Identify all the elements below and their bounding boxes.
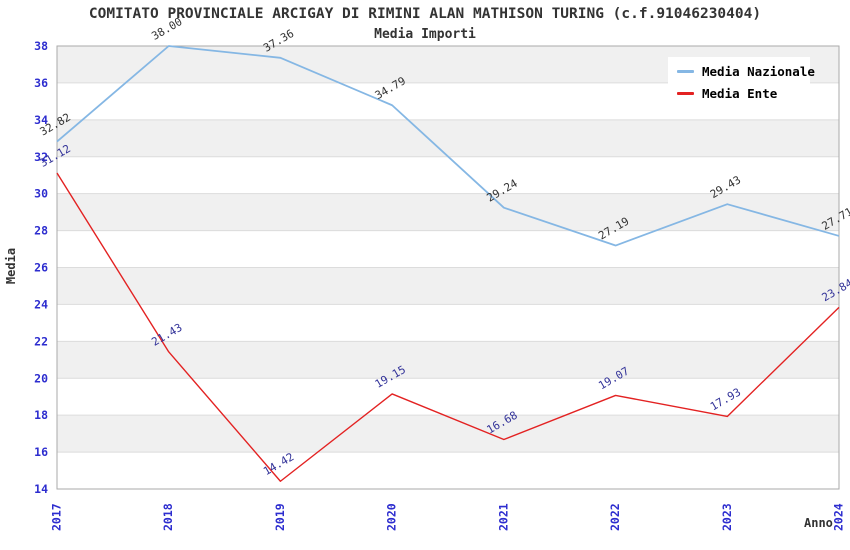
y-tick-label: 24	[34, 297, 48, 311]
y-tick-label: 20	[34, 371, 48, 385]
y-tick-label: 26	[34, 261, 48, 275]
y-tick-label: 34	[34, 113, 48, 127]
y-tick-label: 32	[34, 150, 48, 164]
chart-title: COMITATO PROVINCIALE ARCIGAY DI RIMINI A…	[88, 6, 762, 22]
legend-label: Media Nazionale	[702, 64, 815, 79]
legend-swatch-media-nazionale-icon	[677, 70, 694, 73]
plot-border	[56, 45, 840, 490]
x-tick-label: 2021	[496, 503, 510, 531]
plot-band	[57, 415, 839, 453]
plot-band	[57, 304, 839, 342]
plot-band	[57, 156, 839, 194]
y-tick-label: 30	[34, 187, 48, 201]
legend-item-media-nazionale: Media Nazionale	[677, 64, 815, 79]
plot-band	[57, 378, 839, 416]
x-tick-label: 2023	[720, 503, 734, 531]
legend-label: Media Ente	[702, 86, 778, 101]
x-tick-label: 2024	[832, 503, 846, 531]
plot-band	[57, 267, 839, 305]
plot-band	[57, 341, 839, 379]
y-tick-label: 38	[34, 39, 48, 53]
x-tick-label: 2017	[50, 503, 64, 531]
series-line-media-nazionale	[56, 45, 840, 247]
legend: Media Nazionale Media Ente	[668, 57, 815, 108]
x-tick-label: 2018	[161, 503, 175, 531]
x-tick-label: 2020	[385, 503, 399, 531]
series-line-media-ente	[56, 172, 840, 482]
y-tick-label: 18	[34, 408, 48, 422]
y-tick-label: 14	[34, 482, 48, 496]
chart-subtitle: Media Importi	[374, 27, 476, 42]
x-tick-label: 2019	[273, 503, 287, 531]
y-tick-label: 36	[34, 76, 48, 90]
legend-swatch-media-ente-icon	[677, 92, 694, 95]
y-axis-title: Media	[4, 247, 18, 285]
legend-item-media-ente: Media Ente	[677, 86, 801, 101]
x-tick-label: 2022	[608, 503, 622, 531]
x-axis-title: Anno	[804, 516, 833, 530]
plot-band	[57, 452, 839, 489]
y-tick-label: 16	[34, 445, 48, 459]
y-tick-label: 22	[34, 334, 48, 348]
y-tick-label: 28	[34, 224, 48, 238]
plot-band	[57, 119, 839, 157]
plot-band	[57, 230, 839, 268]
plot-band	[57, 193, 839, 231]
